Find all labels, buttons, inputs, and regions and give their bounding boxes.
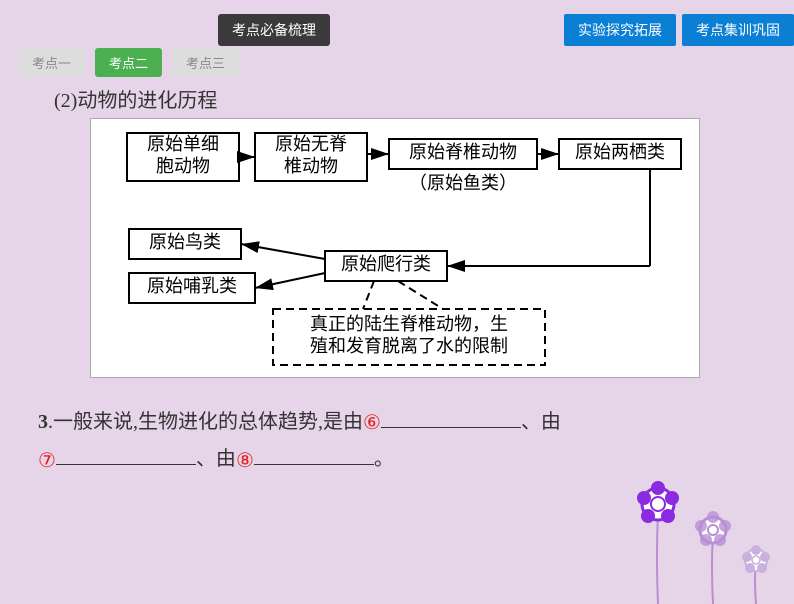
svg-text:椎动物: 椎动物 (284, 156, 338, 176)
blank-marker-6: ⑥ (363, 405, 381, 441)
svg-text:原始爬行类: 原始爬行类 (341, 254, 431, 274)
blank-7 (56, 443, 196, 465)
tab-row: 考点一 考点二 考点三 (18, 48, 239, 77)
blank-marker-8: ⑧ (236, 443, 254, 479)
svg-text:真正的陆生脊椎动物，生: 真正的陆生脊椎动物，生 (310, 314, 508, 334)
decorative-flowers (618, 464, 788, 604)
svg-text:殖和发育脱离了水的限制: 殖和发育脱离了水的限制 (310, 335, 508, 356)
blank-marker-7: ⑦ (38, 443, 56, 479)
blank-6 (381, 406, 521, 428)
svg-text:原始哺乳类: 原始哺乳类 (147, 276, 237, 296)
svg-text:原始单细: 原始单细 (147, 134, 219, 154)
section-title: (2)动物的进化历程 (54, 84, 217, 113)
question-tail: 。 (374, 448, 394, 470)
sep-2: 、由 (196, 448, 236, 470)
question-number: 3 (38, 411, 48, 433)
svg-text:（原始鱼类）: （原始鱼类） (409, 173, 517, 193)
nav-experiment-button[interactable]: 实验探究拓展 (564, 14, 676, 46)
nav-review-button[interactable]: 考点必备梳理 (218, 14, 330, 46)
svg-text:原始无脊: 原始无脊 (275, 134, 347, 154)
nav-training-button[interactable]: 考点集训巩固 (682, 14, 794, 46)
tab-point2[interactable]: 考点二 (95, 48, 162, 77)
sep-1: 、由 (521, 411, 561, 433)
tab-point3[interactable]: 考点三 (172, 48, 239, 77)
svg-text:原始鸟类: 原始鸟类 (149, 232, 221, 252)
svg-text:原始两栖类: 原始两栖类 (575, 142, 665, 162)
svg-text:原始脊椎动物: 原始脊椎动物 (409, 142, 517, 162)
question-text-a: .一般来说,生物进化的总体趋势,是由 (48, 411, 363, 433)
svg-text:胞动物: 胞动物 (156, 156, 210, 176)
evolution-diagram: 原始单细胞动物 原始无脊椎动物 原始脊椎动物 （原始鱼类） 原始两栖类原始鸟类原始哺乳类… (90, 118, 700, 378)
top-nav: 考点必备梳理 实验探究拓展 考点集训巩固 (0, 14, 794, 44)
blank-8 (254, 443, 374, 465)
tab-point1[interactable]: 考点一 (18, 48, 85, 77)
